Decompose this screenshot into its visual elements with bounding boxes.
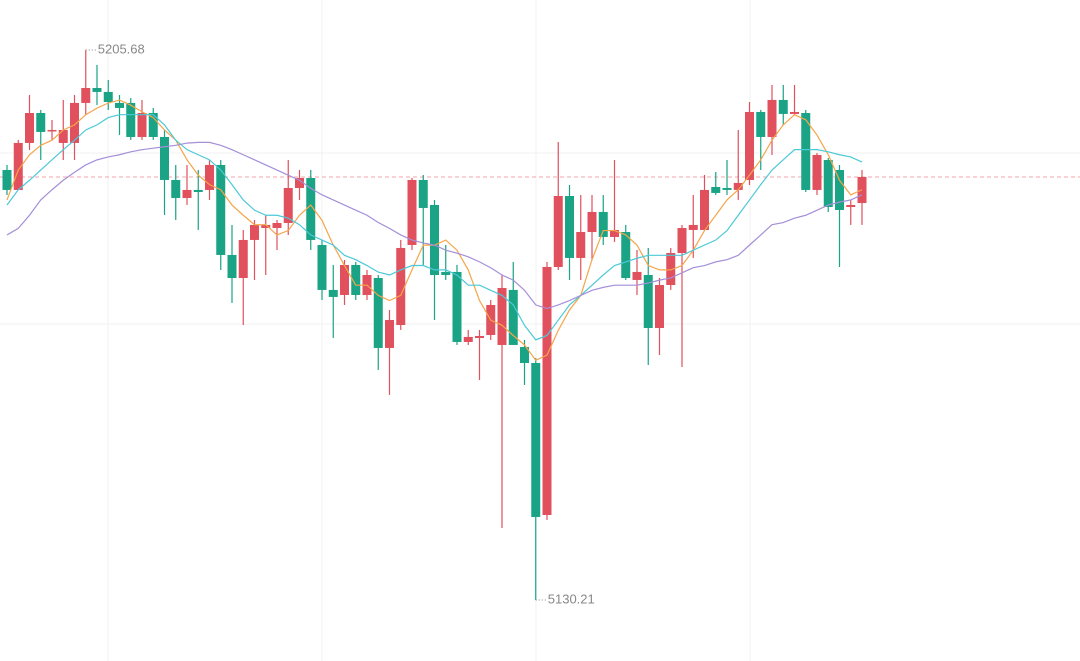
candle-body	[441, 271, 451, 276]
candle-body	[463, 336, 473, 342]
candle-body	[103, 91, 113, 102]
candle-body	[722, 187, 732, 190]
candle-body	[700, 189, 709, 230]
candle-body	[81, 88, 91, 103]
candle-body	[396, 247, 406, 325]
candle-body	[655, 284, 664, 328]
candle-body	[508, 289, 518, 345]
candle-body	[497, 287, 507, 345]
candle-body	[688, 224, 698, 230]
candle-body	[745, 111, 754, 180]
candle-body	[835, 169, 844, 210]
candle-body	[418, 179, 428, 208]
candle-body	[846, 204, 856, 208]
candle-body	[385, 319, 394, 348]
candle-body	[587, 211, 597, 233]
candle-body	[373, 277, 383, 348]
candle-body	[160, 136, 169, 180]
candle-body	[812, 154, 822, 190]
candle-body	[643, 275, 653, 328]
moving-average-line	[6, 141, 863, 310]
candle-body	[790, 111, 799, 114]
candle-body	[733, 182, 743, 190]
candle-body	[430, 204, 439, 276]
candle-body	[598, 211, 608, 237]
candle-body	[148, 112, 158, 137]
candle-body	[13, 142, 23, 190]
candle-body	[632, 271, 642, 280]
candle-body	[823, 160, 833, 208]
candle-body	[182, 189, 192, 198]
candle-body	[92, 88, 102, 92]
candle-body	[767, 99, 777, 137]
candle-body	[261, 224, 271, 228]
candle-body	[520, 347, 529, 363]
candle-body	[677, 227, 687, 253]
candle-body	[205, 164, 214, 190]
candle-body	[25, 112, 34, 143]
candle-body	[407, 179, 417, 245]
candle-body	[70, 102, 79, 143]
candle-body	[621, 232, 631, 278]
candle-body	[216, 164, 226, 255]
candle-body	[711, 186, 721, 193]
candle-body	[171, 179, 181, 198]
candle-body	[666, 252, 676, 285]
candle-body	[328, 289, 338, 297]
candle-body	[756, 111, 766, 137]
candle-body	[475, 336, 484, 338]
candle-body	[553, 196, 563, 267]
candle-body	[2, 169, 12, 190]
candle-body	[193, 189, 203, 192]
candle-body	[531, 362, 541, 517]
candle-body	[227, 254, 237, 278]
candle-body	[272, 222, 282, 228]
moving-average-line	[6, 114, 863, 341]
candle-body	[778, 99, 788, 114]
candle-body	[283, 187, 293, 223]
candle-body	[47, 129, 57, 132]
candle-body	[137, 112, 147, 137]
candle-body	[340, 264, 349, 295]
extreme-label: 5205.68	[98, 41, 145, 56]
candle-body	[801, 112, 811, 190]
candle-body	[610, 229, 619, 237]
candle-body	[351, 264, 361, 295]
candle-body	[306, 178, 316, 240]
candle-body	[36, 112, 46, 132]
candle-body	[295, 178, 304, 188]
candle-body	[250, 224, 259, 240]
extreme-label: 5130.21	[548, 591, 595, 606]
candle-body	[542, 266, 552, 515]
candle-body	[126, 102, 136, 137]
candle-body	[238, 239, 248, 278]
candle-body	[452, 271, 462, 342]
candle-body	[576, 232, 586, 258]
candle-body	[317, 244, 327, 290]
candle-body	[115, 102, 124, 108]
candle-body	[565, 196, 574, 258]
candle-body	[58, 129, 68, 143]
